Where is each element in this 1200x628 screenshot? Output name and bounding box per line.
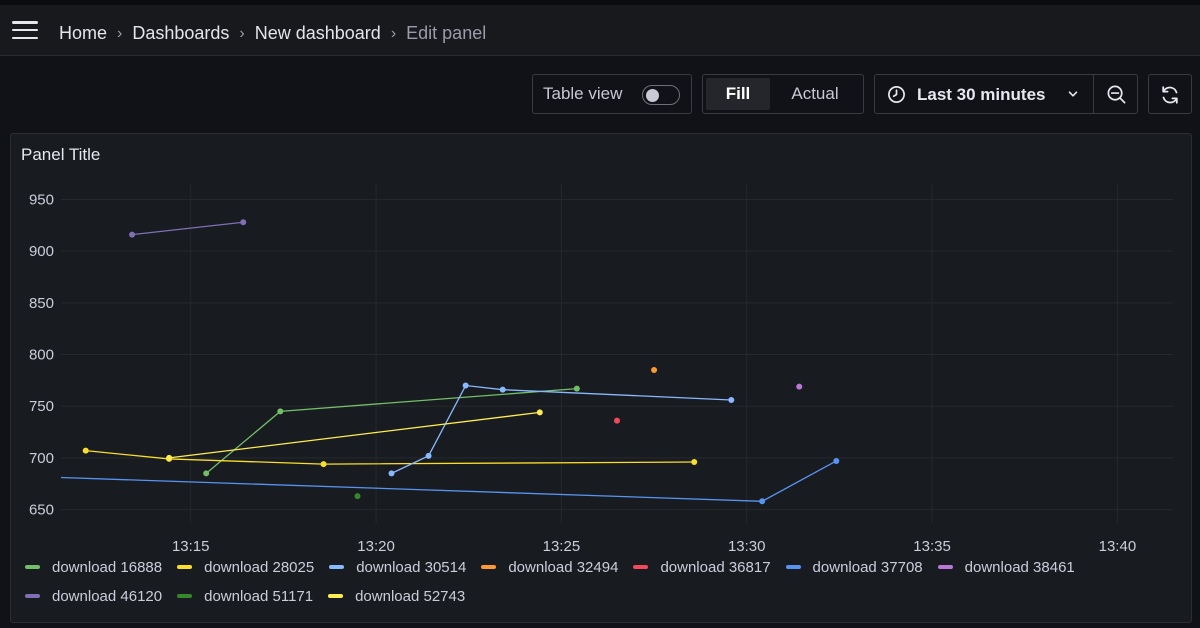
series-line <box>131 221 244 236</box>
legend-label: download 52743 <box>355 587 466 605</box>
legend-item[interactable]: download 38461 <box>937 558 1075 576</box>
data-point <box>796 383 803 390</box>
data-point <box>82 447 89 454</box>
legend-label: download 51171 <box>204 587 314 605</box>
legend-item[interactable]: download 46120 <box>25 587 162 605</box>
legend-label: download 36817 <box>660 558 771 576</box>
series-line <box>169 411 540 459</box>
panel: Panel Title 650 700 750 800 850 900 950 13:15 13… <box>10 133 1192 623</box>
time-range-picker[interactable]: Last 30 minutes <box>874 74 1094 114</box>
time-series-chart: 650 700 750 800 850 900 950 13:15 13:20 13:25 13:3… <box>29 184 1173 554</box>
legend-item[interactable]: download 37708 <box>785 558 923 576</box>
y-tick-label: 800 <box>29 347 54 364</box>
data-point <box>691 459 698 466</box>
legend-swatch <box>633 565 649 569</box>
breadcrumb-home[interactable]: Home <box>59 23 108 43</box>
data-point <box>573 385 580 392</box>
data-point <box>651 367 658 374</box>
data-point <box>728 397 735 404</box>
legend-label: download 38461 <box>964 558 1075 576</box>
y-tick-label: 750 <box>29 398 54 415</box>
data-point <box>614 417 620 424</box>
panel-title[interactable]: Panel Title <box>21 145 101 164</box>
chevron-right-icon: › <box>239 24 245 42</box>
series-line <box>85 450 695 465</box>
chevron-right-icon: › <box>117 24 123 42</box>
data-point <box>240 219 247 226</box>
table-view-toggle[interactable] <box>642 85 680 105</box>
data-point <box>462 382 469 389</box>
breadcrumb-new-dashboard[interactable]: New dashboard <box>254 23 381 43</box>
legend-label: download 16888 <box>52 558 163 576</box>
y-tick-label: 900 <box>29 243 54 260</box>
legend-item[interactable]: download 36817 <box>633 558 771 576</box>
legend-swatch <box>481 565 497 569</box>
toggle-knob <box>646 88 659 102</box>
x-tick-label: 13:30 <box>728 538 766 554</box>
legend-label: download 30514 <box>356 558 467 576</box>
legend-item[interactable]: download 51171 <box>177 587 313 605</box>
data-point <box>499 386 506 393</box>
chart-legend: download 16888 download 28025 download 305… <box>25 558 1185 605</box>
chevron-right-icon: › <box>390 24 397 42</box>
legend-swatch <box>785 565 801 569</box>
legend-swatch <box>25 565 40 569</box>
chevron-down-icon <box>1068 91 1078 97</box>
table-view-control: Table view <box>532 74 692 114</box>
data-point <box>166 454 173 461</box>
data-point <box>277 408 284 415</box>
legend-swatch <box>329 565 345 569</box>
y-tick-label: 650 <box>29 502 54 519</box>
legend-label: download 28025 <box>204 558 315 576</box>
legend-swatch <box>328 594 344 598</box>
y-tick-label: 700 <box>29 450 54 467</box>
data-point <box>536 409 543 416</box>
legend-item[interactable]: download 16888 <box>25 558 162 576</box>
data-point <box>320 461 327 468</box>
legend-item[interactable]: download 30514 <box>329 558 466 576</box>
fill-button[interactable]: Fill <box>706 78 770 110</box>
zoom-out-button[interactable] <box>1093 74 1138 114</box>
legend-label: download 37708 <box>812 558 923 576</box>
data-point <box>388 470 395 477</box>
data-point <box>129 231 136 238</box>
legend-item[interactable]: download 28025 <box>177 558 314 576</box>
data-point <box>425 452 432 459</box>
y-tick-label: 950 <box>29 192 54 209</box>
time-range-label: Last 30 minutes <box>917 85 1046 104</box>
breadcrumb-current: Edit panel <box>406 23 487 43</box>
legend-item[interactable]: download 32494 <box>481 558 618 576</box>
fill-actual-segmented-control: Fill Actual <box>702 74 864 114</box>
data-point <box>354 493 361 500</box>
refresh-icon <box>1162 86 1178 104</box>
data-point <box>759 498 766 505</box>
table-view-label: Table view <box>543 84 623 103</box>
x-tick-label: 13:25 <box>543 538 581 554</box>
zoom-out-icon <box>1107 85 1126 104</box>
legend-swatch <box>937 565 953 569</box>
legend-swatch <box>177 565 193 569</box>
top-bar: Home › Dashboards › New dashboard › Edit… <box>0 0 1200 56</box>
x-tick-label: 13:40 <box>1099 538 1137 554</box>
legend-label: download 46120 <box>52 587 163 605</box>
y-tick-label: 850 <box>29 295 54 312</box>
clock-icon <box>888 86 905 103</box>
series-line <box>60 460 837 502</box>
refresh-button[interactable] <box>1148 74 1192 114</box>
legend-swatch <box>177 594 193 598</box>
x-tick-label: 13:20 <box>357 538 395 554</box>
legend-swatch <box>25 594 40 598</box>
data-point <box>203 470 210 477</box>
breadcrumb-dashboards[interactable]: Dashboards <box>132 23 230 43</box>
hamburger-menu-icon[interactable] <box>12 21 38 39</box>
data-point <box>833 457 840 464</box>
breadcrumb: Home › Dashboards › New dashboard › Edit… <box>59 23 486 44</box>
legend-item[interactable]: download 52743 <box>328 587 465 605</box>
legend-label: download 32494 <box>508 558 619 576</box>
actual-button[interactable]: Actual <box>791 84 839 103</box>
x-tick-label: 13:35 <box>913 538 951 554</box>
x-tick-label: 13:15 <box>172 538 210 554</box>
